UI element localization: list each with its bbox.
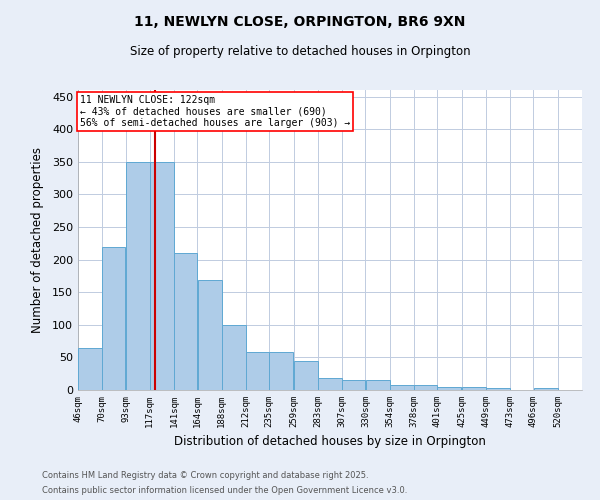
X-axis label: Distribution of detached houses by size in Orpington: Distribution of detached houses by size … xyxy=(174,436,486,448)
Bar xyxy=(126,162,150,390)
Bar xyxy=(365,380,389,390)
Bar xyxy=(294,362,318,390)
Bar xyxy=(103,246,125,390)
Bar xyxy=(342,380,365,390)
Bar xyxy=(174,253,197,390)
Bar xyxy=(390,386,414,390)
Bar xyxy=(150,162,174,390)
Text: Contains public sector information licensed under the Open Government Licence v3: Contains public sector information licen… xyxy=(42,486,407,495)
Bar xyxy=(486,388,510,390)
Y-axis label: Number of detached properties: Number of detached properties xyxy=(31,147,44,333)
Bar xyxy=(197,280,221,390)
Text: 11, NEWLYN CLOSE, ORPINGTON, BR6 9XN: 11, NEWLYN CLOSE, ORPINGTON, BR6 9XN xyxy=(134,15,466,29)
Bar xyxy=(246,352,269,390)
Text: Contains HM Land Registry data © Crown copyright and database right 2025.: Contains HM Land Registry data © Crown c… xyxy=(42,471,368,480)
Text: 11 NEWLYN CLOSE: 122sqm
← 43% of detached houses are smaller (690)
56% of semi-d: 11 NEWLYN CLOSE: 122sqm ← 43% of detache… xyxy=(80,94,350,128)
Bar xyxy=(462,388,486,390)
Bar xyxy=(222,326,246,390)
Bar xyxy=(437,386,461,390)
Bar xyxy=(533,388,557,390)
Bar xyxy=(78,348,102,390)
Bar xyxy=(269,352,293,390)
Bar xyxy=(318,378,342,390)
Bar xyxy=(414,386,437,390)
Text: Size of property relative to detached houses in Orpington: Size of property relative to detached ho… xyxy=(130,45,470,58)
